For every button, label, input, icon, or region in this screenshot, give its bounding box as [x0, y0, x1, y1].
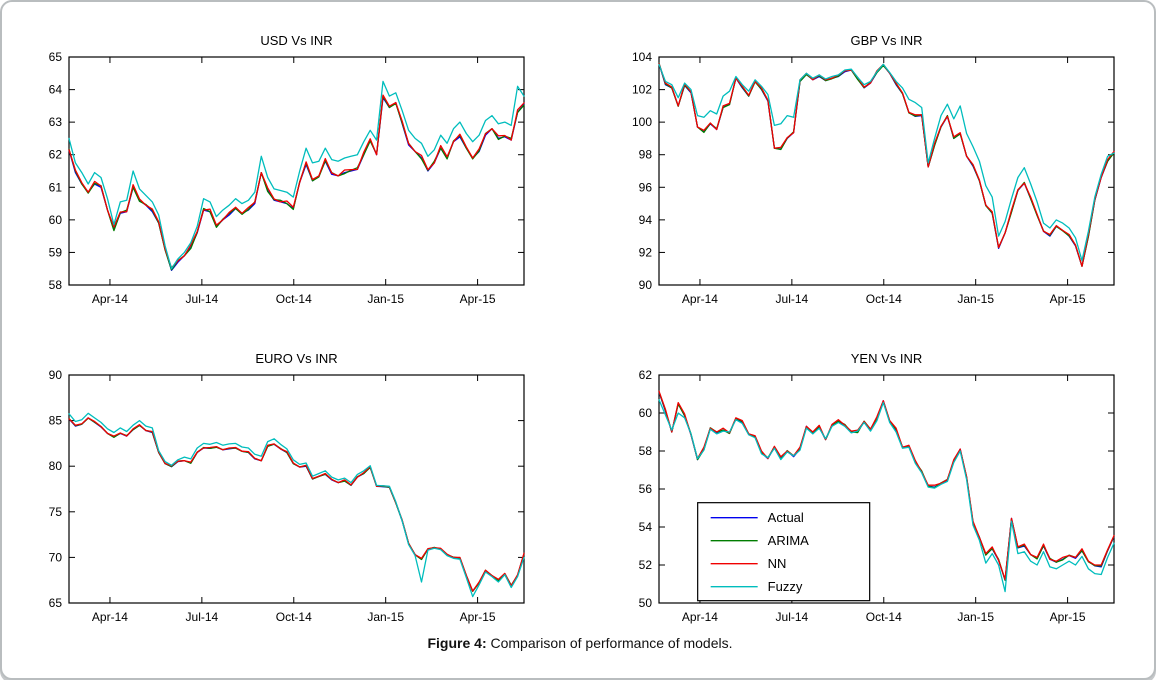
figure-caption-text: Comparison of performance of models.	[486, 635, 733, 651]
axis-box	[658, 56, 1115, 286]
y-tick-label: 52	[639, 558, 653, 572]
y-tick-label: 63	[49, 115, 63, 129]
chart-title-yen-inr: YEN Vs INR	[850, 351, 923, 366]
y-tick-label: 94	[639, 213, 653, 227]
y-tick-label: 75	[49, 505, 63, 519]
y-tick-label: 50	[639, 596, 653, 610]
chart-yen-vs-inr: 50 52 54 56 58 60 62 Apr-14 Jul-14 Oct-14 Jan-15 Ap…	[600, 346, 1140, 638]
x-tick-label: Oct-14	[276, 610, 312, 624]
y-tick-label: 58	[639, 444, 653, 458]
x-tick-label: Jul-14	[776, 610, 809, 624]
y-tick-label: 102	[632, 83, 652, 97]
y-tick-label: 100	[632, 115, 652, 129]
y-tick-label: 65	[49, 596, 63, 610]
chart-title-usd-inr: USD Vs INR	[260, 33, 333, 48]
legend-label-arima: ARIMA	[768, 533, 810, 548]
axis-box	[68, 56, 525, 286]
y-tick-label: 62	[639, 368, 653, 382]
y-tick-label: 56	[639, 482, 653, 496]
x-tick-label: Oct-14	[866, 292, 902, 306]
x-tick-label: Jul-14	[186, 292, 219, 306]
x-tick-label: Jan-15	[367, 292, 404, 306]
x-tick-label: Oct-14	[276, 292, 312, 306]
y-tick-label: 90	[639, 278, 653, 292]
series-line-nn	[658, 62, 1115, 267]
y-tick-label: 60	[639, 406, 653, 420]
y-tick-label: 92	[639, 245, 653, 259]
x-tick-label: Apr-15	[1050, 610, 1086, 624]
y-tick-label: 85	[49, 414, 63, 428]
x-tick-label: Jul-14	[776, 292, 809, 306]
series-line-nn	[68, 417, 525, 592]
x-tick-label: Apr-14	[92, 610, 128, 624]
y-tick-label: 54	[639, 520, 653, 534]
chart-usd-vs-inr: 58 59 60 61 62 63 64 65 Apr-14 Jul-14 Oct-14 Jan-15…	[10, 28, 550, 320]
x-tick-label: Apr-15	[460, 292, 496, 306]
x-tick-label: Apr-15	[1050, 292, 1086, 306]
x-tick-label: Apr-14	[682, 292, 718, 306]
x-tick-label: Jan-15	[957, 610, 994, 624]
series-line-fuzzy	[658, 63, 1115, 262]
y-tick-label: 80	[49, 459, 63, 473]
series-line-arima	[68, 417, 525, 593]
figure-caption-label: Figure 4:	[427, 635, 487, 651]
series-line-fuzzy	[68, 80, 525, 270]
x-tick-label: Apr-15	[460, 610, 496, 624]
y-tick-label: 65	[49, 50, 63, 64]
y-tick-label: 59	[49, 245, 63, 259]
y-tick-label: 61	[49, 180, 63, 194]
y-tick-label: 64	[49, 83, 63, 97]
chart-title-gbp-inr: GBP Vs INR	[850, 33, 923, 48]
x-tick-label: Jul-14	[186, 610, 219, 624]
axis-box	[68, 374, 525, 604]
figure-caption: Figure 4: Comparison of performance of m…	[2, 635, 1154, 651]
chart-title-euro-inr: EURO Vs INR	[255, 351, 338, 366]
chart-euro-vs-inr: 65 70 75 80 85 90 Apr-14 Jul-14 Oct-14 Jan-15 Apr-…	[10, 346, 550, 638]
x-tick-label: Apr-14	[682, 610, 718, 624]
legend-label-nn: NN	[768, 556, 787, 571]
x-tick-label: Apr-14	[92, 292, 128, 306]
y-tick-label: 96	[639, 180, 653, 194]
y-tick-label: 58	[49, 278, 63, 292]
series-line-fuzzy	[658, 399, 1115, 593]
legend: Actual ARIMA NN Fuzzy	[697, 502, 871, 602]
y-tick-label: 70	[49, 550, 63, 564]
legend-label-fuzzy: Fuzzy	[768, 579, 803, 594]
y-tick-label: 104	[632, 50, 652, 64]
y-tick-label: 62	[49, 148, 63, 162]
series-line-fuzzy	[68, 412, 525, 598]
x-tick-label: Jan-15	[367, 610, 404, 624]
y-tick-label: 90	[49, 368, 63, 382]
series-line-actual	[68, 417, 525, 592]
series-line-actual	[658, 62, 1115, 267]
legend-box	[697, 502, 871, 602]
legend-label-actual: Actual	[768, 510, 804, 525]
x-tick-label: Oct-14	[866, 610, 902, 624]
y-tick-label: 60	[49, 213, 63, 227]
chart-gbp-vs-inr: 90 92 94 96 98 100 102 104 Apr-14 Jul-14 Oct-14 Jan…	[600, 28, 1140, 320]
y-tick-label: 98	[639, 148, 653, 162]
x-tick-label: Jan-15	[957, 292, 994, 306]
series-line-nn	[68, 94, 525, 269]
